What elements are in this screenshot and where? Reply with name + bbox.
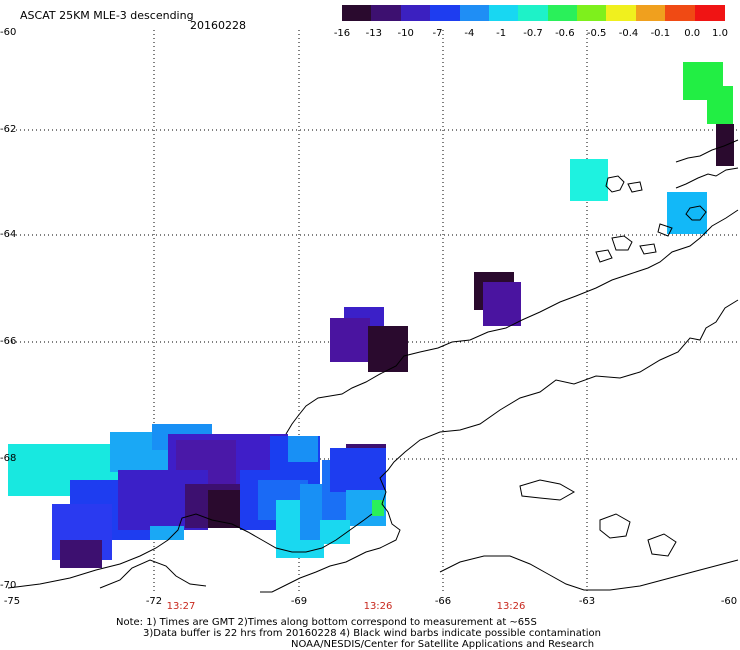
coastline-alexander [99, 559, 207, 589]
data-cell [150, 526, 184, 540]
lon-label-69: -69 [290, 596, 308, 607]
colorbar-segment [577, 5, 608, 21]
coastline-east2 [675, 139, 739, 163]
data-cell [716, 124, 734, 166]
colorbar-segment [518, 5, 549, 21]
colorbar-label: -13 [365, 28, 382, 39]
island-3 [685, 205, 707, 221]
colorbar [342, 5, 725, 21]
island-1 [605, 175, 625, 193]
data-cell [330, 448, 386, 492]
coastline-peninsula-north [285, 209, 739, 435]
data-cell [372, 500, 384, 516]
data-cell [707, 86, 733, 124]
island-6 [639, 243, 657, 255]
colorbar-segment [371, 5, 402, 21]
colorbar-label: -10 [397, 28, 414, 39]
coastline-peninsula [260, 299, 739, 593]
data-cell [570, 159, 608, 201]
colorbar-segment [430, 5, 461, 21]
lon-label-72: -72 [145, 596, 163, 607]
lon-label-66: -66 [434, 596, 452, 607]
colorbar-segment [694, 5, 725, 21]
island-8 [519, 479, 576, 501]
colorbar-segment [665, 5, 696, 21]
island-9 [599, 513, 631, 539]
island-10 [647, 533, 677, 557]
lat-label-60: -60 [0, 27, 17, 38]
map-title: ASCAT 25KM MLE-3 descending [20, 9, 194, 22]
lat-label-68: -68 [0, 453, 17, 464]
colorbar-segment [488, 5, 519, 21]
colorbar-label: -4 [464, 28, 475, 39]
data-cell [483, 282, 521, 326]
island-5 [611, 235, 633, 251]
data-cell [330, 318, 370, 362]
island-2 [627, 181, 643, 193]
lon-label-75: -75 [3, 596, 21, 607]
colorbar-segment [342, 5, 372, 21]
lon-label-60: -60 [720, 596, 738, 607]
data-cell [60, 540, 102, 568]
colorbar-segment [459, 5, 490, 21]
colorbar-label: 0.0 [684, 28, 701, 39]
lon-label-63: -63 [578, 596, 596, 607]
lat-label-70: -70 [0, 580, 17, 591]
coastline-east [675, 167, 739, 189]
colorbar-label: -0.5 [586, 28, 607, 39]
colorbar-label: -0.1 [650, 28, 671, 39]
coastline-south [439, 555, 739, 591]
wind-data-cells [8, 62, 734, 568]
time-label-3: 13:26 [496, 601, 526, 612]
data-cell [368, 326, 408, 372]
map-date: 20160228 [190, 19, 246, 32]
colorbar-segment [400, 5, 431, 21]
colorbar-label: -0.6 [555, 28, 575, 39]
lat-label-62: -62 [0, 124, 17, 135]
colorbar-label: -16 [333, 28, 351, 39]
colorbar-segment [635, 5, 666, 21]
colorbar-label: -1 [496, 28, 507, 39]
time-label-2: 13:26 [363, 601, 393, 612]
colorbar-label: -7 [432, 28, 443, 39]
colorbar-label: -0.4 [618, 28, 639, 39]
island-7 [595, 249, 613, 263]
island-4 [657, 223, 673, 237]
colorbar-segment [606, 5, 637, 21]
note-line-1: Note: 1) Times are GMT 2)Times along bot… [116, 617, 537, 628]
data-cell [288, 436, 318, 462]
lat-label-64: -64 [0, 229, 17, 240]
time-label-1: 13:27 [166, 601, 196, 612]
coastline-southwest [7, 513, 373, 589]
colorbar-segment [547, 5, 578, 21]
lat-label-66: -66 [0, 336, 17, 347]
coastline [7, 139, 739, 593]
note-line-3: NOAA/NESDIS/Center for Satellite Applica… [291, 639, 595, 650]
colorbar-label: 1.0 [712, 28, 728, 39]
note-line-2: 3)Data buffer is 22 hrs from 20160228 4)… [143, 628, 601, 639]
colorbar-label: -0.7 [523, 28, 543, 39]
